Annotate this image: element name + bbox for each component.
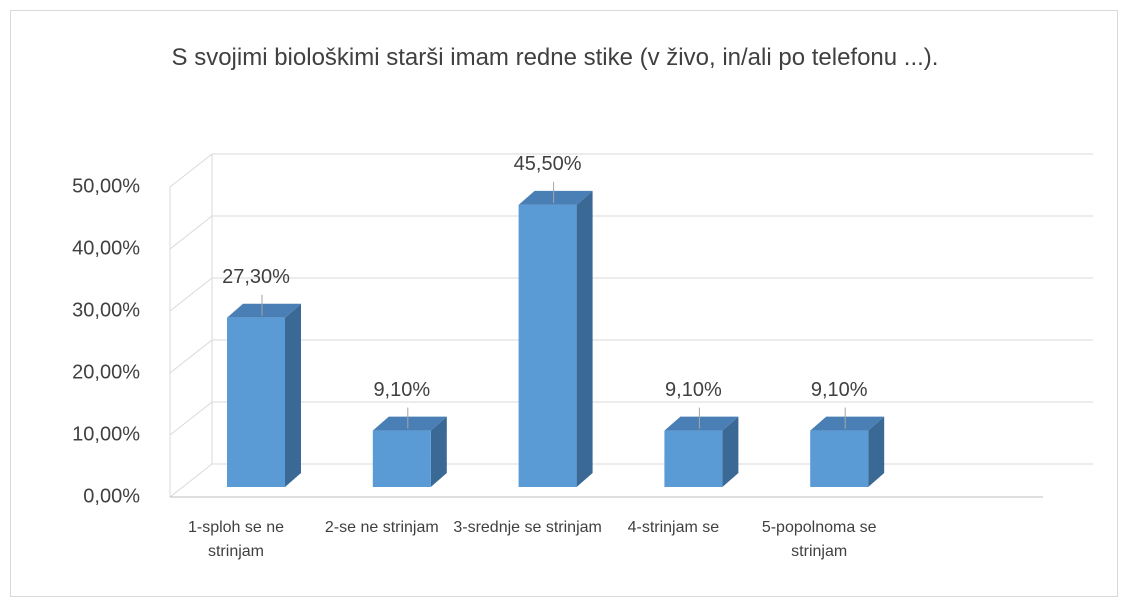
bar — [810, 430, 869, 487]
y-tick-label: 10,00% — [72, 423, 140, 445]
bar-side — [722, 416, 739, 487]
y-tick-label: 40,00% — [72, 237, 140, 259]
bar — [518, 204, 577, 487]
bar — [664, 430, 723, 487]
data-label: 27,30% — [222, 266, 290, 288]
grid-line-side — [169, 215, 213, 250]
y-tick-label: 20,00% — [72, 361, 140, 383]
bar-top — [227, 303, 301, 318]
data-label: 9,10% — [373, 379, 430, 401]
grid-line-side — [169, 463, 213, 498]
x-tick-label: 3-srednje se strinjam — [453, 519, 602, 536]
data-label: 45,50% — [514, 153, 582, 175]
data-label: 9,10% — [665, 379, 722, 401]
y-tick-label: 0,00% — [83, 485, 140, 507]
y-tick-label: 30,00% — [72, 299, 140, 321]
bar-top — [518, 190, 593, 205]
bar-top — [372, 416, 447, 431]
bar-side — [285, 303, 301, 487]
x-tick-label: 1-sploh se ne strinjam — [187, 519, 285, 560]
bar — [372, 430, 431, 487]
chart-title: S svojimi biološkimi starši imam redne s… — [171, 44, 939, 71]
bar-side — [868, 416, 885, 487]
y-tick-label: 50,00% — [72, 175, 140, 197]
grid-line-side — [169, 277, 213, 312]
x-tick-label: 5-popolnoma se strinjam — [761, 519, 877, 560]
x-tick-label: 4-strinjam se — [627, 519, 720, 536]
bar — [227, 317, 285, 487]
x-tick-label: 2-se ne strinjam — [324, 519, 439, 536]
bar-side — [576, 190, 593, 487]
bar-top — [664, 416, 739, 431]
data-label: 9,10% — [811, 379, 868, 401]
grid-line-side — [169, 339, 213, 374]
bar-side — [430, 416, 447, 487]
bar-top — [810, 416, 885, 431]
grid-line-side — [169, 153, 213, 188]
grid-line-side — [169, 401, 213, 436]
